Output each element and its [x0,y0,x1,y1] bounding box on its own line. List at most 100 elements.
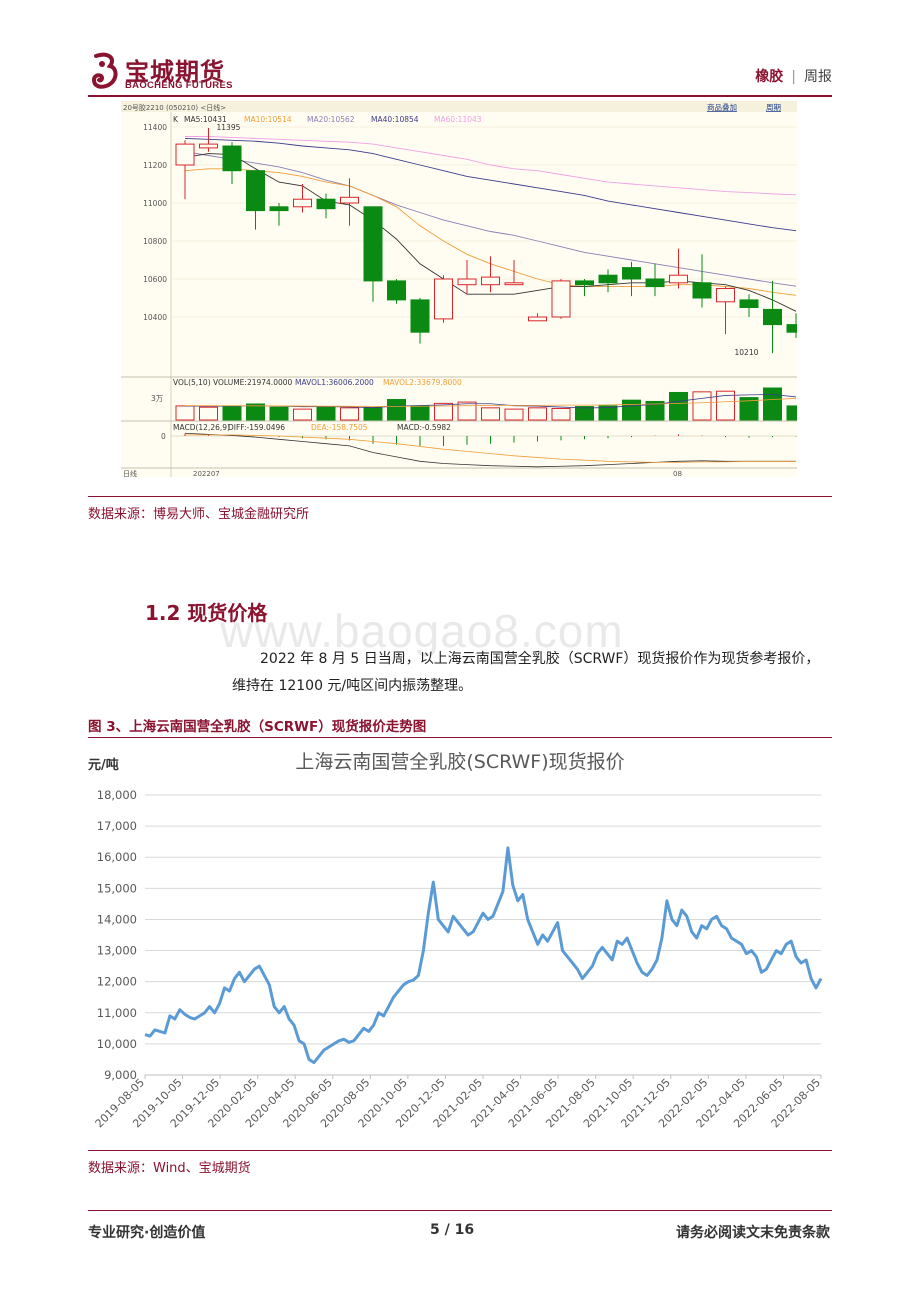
down-candle [387,280,406,301]
volume-bar [692,391,712,421]
source1-rule [88,496,832,497]
price-tick-label: 11200 [143,161,167,170]
ma60-line [185,136,797,196]
volume-bar [716,390,735,421]
logo-chinese-name: 宝城期货 [125,57,225,86]
up-candle [434,278,453,320]
spot-price-line-chart: 元/吨 上海云南国营全乳胶(SCRWF)现货报价 18,000 17,000 16,… [88,751,823,1130]
month-label-aug: 08 [673,470,682,477]
down-candle [222,145,242,172]
futures-kline-chart: 20号胶2210 (050210) <日线> 商品叠加 周期 11400 1120… [121,101,797,477]
y-tick-label: 15,000 [97,881,137,895]
volume-bar [481,407,500,421]
overlay-product-button[interactable]: 商品叠加 [707,102,737,112]
macd-zero-tick: 0 [161,432,166,441]
paragraph-text: 2022 年 8 月 5 日当周，以上海云南国营全乳胶（SCRWF）现货报价作为… [232,651,820,694]
price-tick-label: 10600 [143,275,167,284]
up-candle [199,143,218,149]
diff-legend: DIFF:-159.0496 [228,423,285,432]
candlesticks [175,127,797,354]
down-candle [246,170,265,212]
volume-bar [246,403,265,421]
volume-bar [269,406,289,421]
volume-bar [575,406,594,421]
mavol2-legend: MAVOL2:33679.8000 [383,378,462,387]
price-tick-label: 11400 [143,123,167,132]
ma40-line [184,137,797,232]
volume-bar [175,405,195,421]
up-candle [504,282,524,286]
volume-bar [786,405,797,421]
up-candle [669,274,688,284]
period-label: 日线 [123,469,137,477]
section-heading: 1.2 现货价格 [145,601,268,625]
high-price-label: 11395 [217,123,241,132]
period-button[interactable]: 周期 [766,103,781,112]
y-tick-label: 11,000 [97,1006,137,1020]
source2-rule [88,1150,832,1151]
figure3-source: 数据来源：Wind、宝城期货 [88,1161,251,1176]
volume-bar [598,405,618,421]
volume-bar [387,399,406,421]
down-candle [622,267,641,280]
y-tick-label: 10,000 [97,1037,137,1051]
ma20-legend: MA20:10562 [307,115,355,124]
k-legend: K [173,115,179,124]
page-number: 5 / 16 [430,1222,475,1238]
volume-tick: 3万 [151,394,164,403]
down-candle [763,308,782,326]
down-candle [786,324,797,333]
volume-bar [340,407,359,421]
month-label-july: 202207 [193,470,220,477]
company-logo-icon [91,52,118,89]
dea-legend: DEA:-158.7505 [311,423,368,432]
y-tick-label: 14,000 [97,912,137,926]
up-candle [528,316,547,322]
price-tick-label: 10400 [143,313,167,322]
down-candle [598,274,618,284]
footer-slogan: 专业研究·创造价值 [88,1225,206,1241]
ma5-line [184,153,797,312]
mavol1-legend: MAVOL1:36006.2000 [295,378,374,387]
y-tick-label: 12,000 [97,975,137,989]
volume-bar [316,406,336,421]
category-label: 橡胶 [755,69,784,85]
volume-bar [528,407,547,421]
price-tick-labels: 11400 11200 11000 10800 10600 10400 [143,123,167,322]
logo-english-name: BAOCHENG FUTURES [125,80,233,91]
ma20-line [184,151,797,287]
price-tick-label: 10800 [143,237,167,246]
volume-bar [434,402,453,421]
down-candle [316,198,336,210]
figure3-caption: 图 3、上海云南国营全乳胶（SCRWF）现货报价走势图 [88,719,427,735]
y-tick-labels: 18,000 17,000 16,000 15,000 14,000 13,000 12,0… [97,788,137,1082]
volume-bar [410,405,430,421]
macd-value-legend: MACD:-0.5982 [397,423,451,432]
up-candle [340,196,359,204]
down-candle [739,299,759,308]
volume-bar [763,387,782,421]
ma5-legend: MA5:10431 [184,115,227,124]
figure3-top-rule [88,737,832,738]
volume-bar [551,407,571,421]
volume-bar [622,399,641,421]
body-paragraph: 2022 年 8 月 5 日当周，以上海云南国营全乳胶（SCRWF）现货报价作为… [232,646,832,700]
macd-legend: MACD(12,26,9) [173,423,230,432]
kline-titlebar [121,101,797,112]
volume-bar [504,408,524,421]
down-candle [575,280,594,286]
ma60-legend: MA60:11043 [434,115,482,124]
ma10-legend: MA10:10514 [244,115,292,124]
x-tick-labels: 2019-08-052019-10-052019-12-052020-02-05… [93,1075,823,1130]
price-gridlines [145,794,821,1076]
volume-legend: VOL(5,10) VOLUME:21974.0000 [173,378,293,387]
volume-bar [293,408,312,421]
down-candle [692,282,712,299]
figure1-source: 数据来源：博易大师、宝城金融研究所 [88,507,310,522]
watermark-text: www.baogao8.com [220,605,624,657]
up-candle [716,288,735,303]
up-candle [175,143,195,166]
y-tick-label: 17,000 [97,819,137,833]
footer-divider [88,1210,832,1211]
up-candle [293,198,312,208]
